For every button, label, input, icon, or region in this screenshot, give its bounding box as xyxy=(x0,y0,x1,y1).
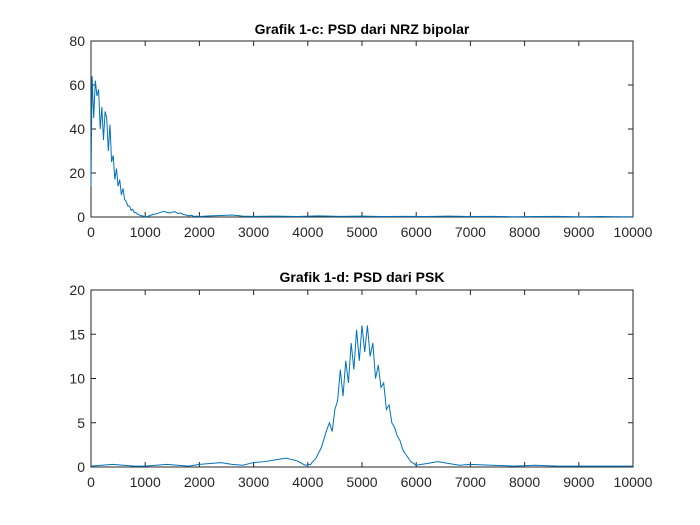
y-tick-label: 20 xyxy=(69,165,85,181)
y-tick-label: 40 xyxy=(69,121,85,137)
chart-title: Grafik 1-c: PSD dari NRZ bipolar xyxy=(255,21,470,37)
x-tick-label: 5000 xyxy=(346,474,377,490)
y-tick-label: 60 xyxy=(69,77,85,93)
plot-area xyxy=(90,289,634,468)
x-tick-label: 7000 xyxy=(455,224,486,240)
x-tick-label: 4000 xyxy=(292,224,323,240)
x-tick-label: 8000 xyxy=(509,474,540,490)
y-tick-label: 0 xyxy=(77,459,85,475)
x-tick-label: 10000 xyxy=(614,224,653,240)
x-tick-label: 1000 xyxy=(130,224,161,240)
x-tick-label: 6000 xyxy=(401,474,432,490)
x-tick-label: 7000 xyxy=(455,474,486,490)
x-tick-label: 9000 xyxy=(563,474,594,490)
x-tick-label: 1000 xyxy=(130,474,161,490)
x-tick-label: 0 xyxy=(87,224,95,240)
y-tick-label: 80 xyxy=(69,33,85,49)
plot-area xyxy=(90,40,634,218)
series-line xyxy=(90,325,633,467)
y-tick-label: 10 xyxy=(69,371,85,387)
x-tick-label: 0 xyxy=(87,474,95,490)
chart-psd-nrz-bipolar: Grafik 1-c: PSD dari NRZ bipolar 0 1000 20… xyxy=(69,21,652,240)
x-tick-label: 3000 xyxy=(238,474,269,490)
x-tick-label: 5000 xyxy=(346,224,377,240)
y-tick-label: 15 xyxy=(69,326,85,342)
chart-psd-psk: Grafik 1-d: PSD dari PSK 0 1000 2000 3000 40… xyxy=(69,269,652,490)
x-tick-label: 9000 xyxy=(563,224,594,240)
y-tick-label: 20 xyxy=(69,282,85,298)
x-tick-label: 2000 xyxy=(184,224,215,240)
x-tick-label: 3000 xyxy=(238,224,269,240)
y-tick-label: 5 xyxy=(77,415,85,431)
y-tick-label: 0 xyxy=(77,209,85,225)
x-tick-label: 6000 xyxy=(401,224,432,240)
x-tick-label: 4000 xyxy=(292,474,323,490)
chart-title: Grafik 1-d: PSD dari PSK xyxy=(280,269,445,285)
x-tick-label: 8000 xyxy=(509,224,540,240)
x-tick-label: 10000 xyxy=(614,474,653,490)
series-line xyxy=(90,76,633,218)
x-tick-label: 2000 xyxy=(184,474,215,490)
